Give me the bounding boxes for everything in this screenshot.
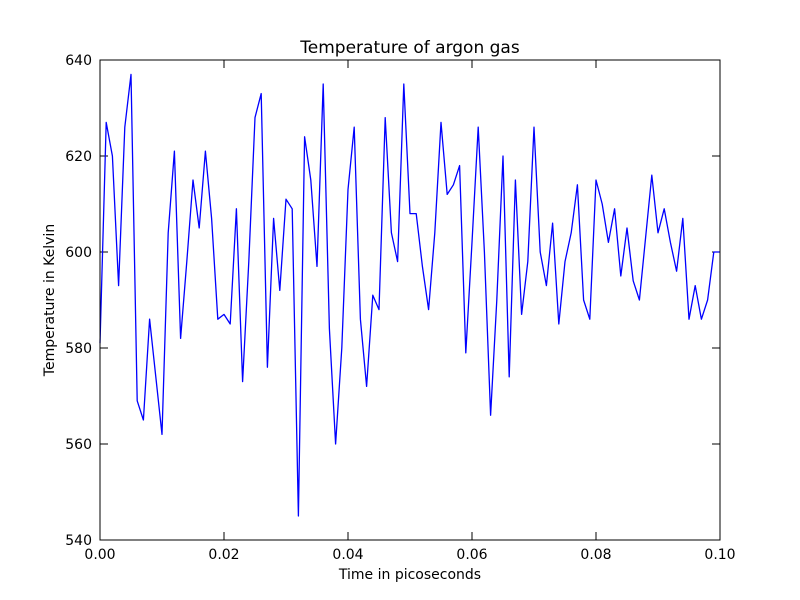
x-tick-label: 0.02	[208, 547, 239, 563]
y-tick-label: 640	[65, 53, 92, 69]
axis-tick-labels: 0.00 0.02 0.04 0.06 0.08 0.10 540 560 580 600 620 6…	[65, 53, 735, 563]
x-axis-title: Time in picoseconds	[338, 567, 481, 583]
x-tick-label: 0.00	[84, 547, 115, 563]
y-tick-label: 540	[65, 533, 92, 549]
y-axis-title: Temperature in Kelvin	[42, 224, 58, 377]
y-tick-label: 620	[65, 149, 92, 165]
x-tick-label: 0.06	[456, 547, 487, 563]
y-tick-label: 600	[65, 245, 92, 261]
x-tick-label: 0.08	[580, 547, 611, 563]
y-tick-label: 580	[65, 341, 92, 357]
plot-frame	[99, 59, 721, 541]
chart-title: Temperature of argon gas	[299, 38, 520, 58]
series-line	[99, 73, 720, 517]
x-tick-label: 0.04	[332, 547, 363, 563]
x-tick-label: 0.10	[704, 547, 735, 563]
y-tick-label: 560	[65, 437, 92, 453]
